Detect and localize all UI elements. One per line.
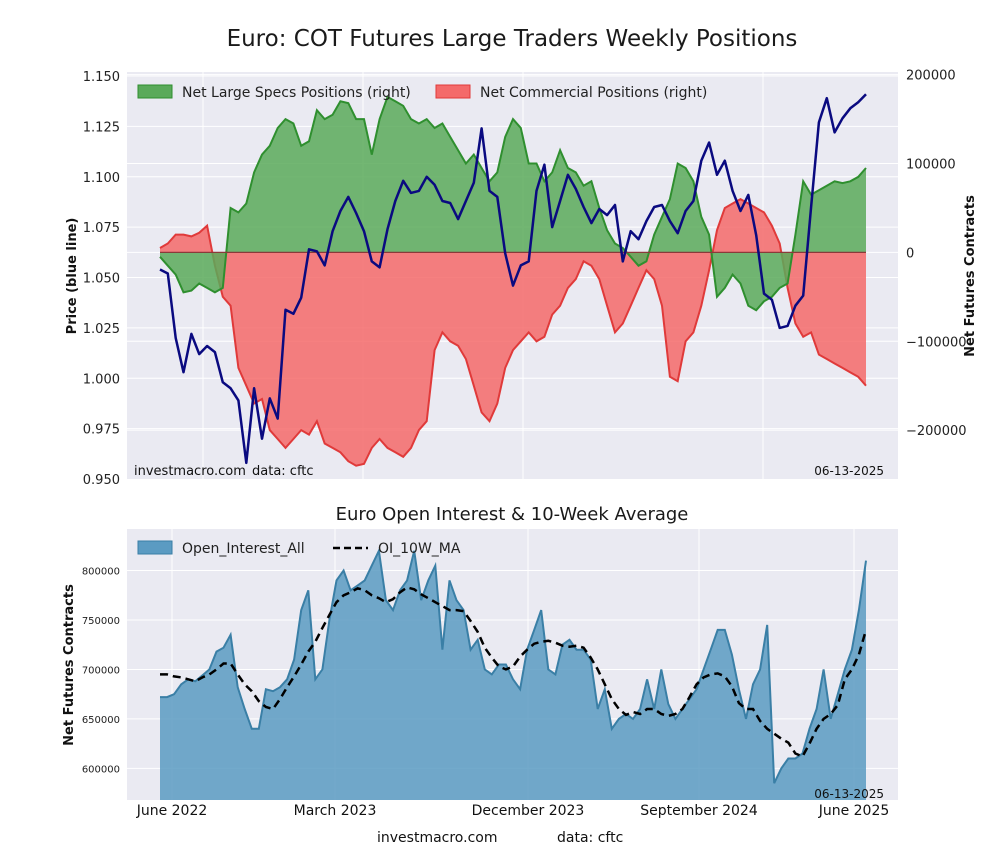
top-left-tick-label: 0.950 (83, 473, 120, 488)
top-left-tick-label: 1.025 (83, 322, 120, 337)
top-price-line-group (159, 93, 867, 465)
bottom-tick-label: 800000 (82, 567, 120, 578)
open-interest-line (160, 547, 867, 784)
bottom-left-axis: 800000 750000 700000 650000 600000 (82, 567, 120, 776)
net-large-specs-line (159, 95, 867, 312)
legend-label-commercial: Net Commercial Positions (right) (480, 85, 707, 101)
bottom-tick-label: 750000 (82, 616, 120, 627)
net-commercial-line (159, 197, 867, 467)
top-plot (127, 72, 898, 479)
x-tick-label: June 2022 (136, 803, 208, 819)
top-left-tick-label: 1.050 (83, 272, 120, 287)
bottom-tick-label: 700000 (82, 665, 120, 676)
top-right-tick-label: −100000 (906, 335, 967, 350)
top-watermark-site: investmacro.com (134, 464, 246, 479)
bottom-chart-title: Euro Open Interest & 10-Week Average (336, 504, 689, 525)
legend-label-open-interest: Open_Interest_All (182, 541, 305, 557)
footer-source: data: cftc (557, 830, 623, 846)
top-chart-title: Euro: COT Futures Large Traders Weekly P… (227, 26, 798, 52)
top-right-tick-label: 200000 (906, 69, 956, 84)
net-commercial-area (160, 199, 866, 466)
top-right-axis: 200000 100000 0 −100000 −200000 (906, 69, 967, 439)
bottom-tick-label: 600000 (82, 764, 120, 775)
net-large-specs-area (160, 96, 866, 311)
x-tick-label: December 2023 (472, 803, 585, 819)
top-left-tick-label: 1.000 (83, 372, 120, 387)
bottom-axis-label: Net Futures Contracts (62, 584, 77, 746)
top-right-tick-label: 0 (906, 246, 914, 261)
top-left-tick-label: 1.075 (83, 221, 120, 236)
top-areas (159, 95, 867, 467)
bottom-x-axis: June 2022 March 2023 December 2023 Septembe… (136, 803, 890, 819)
top-left-tick-label: 1.100 (83, 171, 120, 186)
top-left-tick-label: 1.125 (83, 120, 120, 135)
top-right-tick-label: 100000 (906, 158, 956, 173)
top-left-tick-label: 0.975 (83, 423, 120, 438)
bottom-legend: Open_Interest_All OI_10W_MA (137, 540, 461, 557)
top-legend: Net Large Specs Positions (right) Net Co… (137, 84, 707, 101)
oi-10w-ma-line (160, 586, 868, 759)
x-tick-label: March 2023 (294, 803, 377, 819)
top-watermark-source: data: cftc (252, 464, 314, 479)
legend-label-ma: OI_10W_MA (378, 541, 461, 557)
top-date-label: 06-13-2025 (814, 464, 884, 478)
top-right-tick-label: −200000 (906, 424, 967, 439)
top-left-tick-label: 1.150 (83, 70, 120, 85)
bottom-date-label: 06-13-2025 (814, 787, 884, 801)
x-tick-label: September 2024 (640, 803, 758, 819)
x-tick-label: June 2025 (818, 803, 890, 819)
bottom-plot (127, 529, 898, 800)
open-interest-area (160, 550, 866, 800)
legend-swatch-specs (137, 84, 173, 99)
top-right-axis-label: Net Futures Contracts (963, 195, 978, 357)
bottom-tick-label: 650000 (82, 715, 120, 726)
legend-swatch-commercial (435, 84, 471, 99)
top-left-axis: 1.150 1.125 1.100 1.075 1.050 1.025 1.000 0.975… (83, 70, 120, 488)
legend-swatch-open-interest (137, 540, 173, 555)
price-line (159, 93, 867, 465)
bottom-areas (160, 547, 868, 800)
footer-site: investmacro.com (377, 830, 497, 846)
top-left-axis-label: Price (blue line) (65, 218, 80, 335)
legend-label-specs: Net Large Specs Positions (right) (182, 85, 411, 101)
